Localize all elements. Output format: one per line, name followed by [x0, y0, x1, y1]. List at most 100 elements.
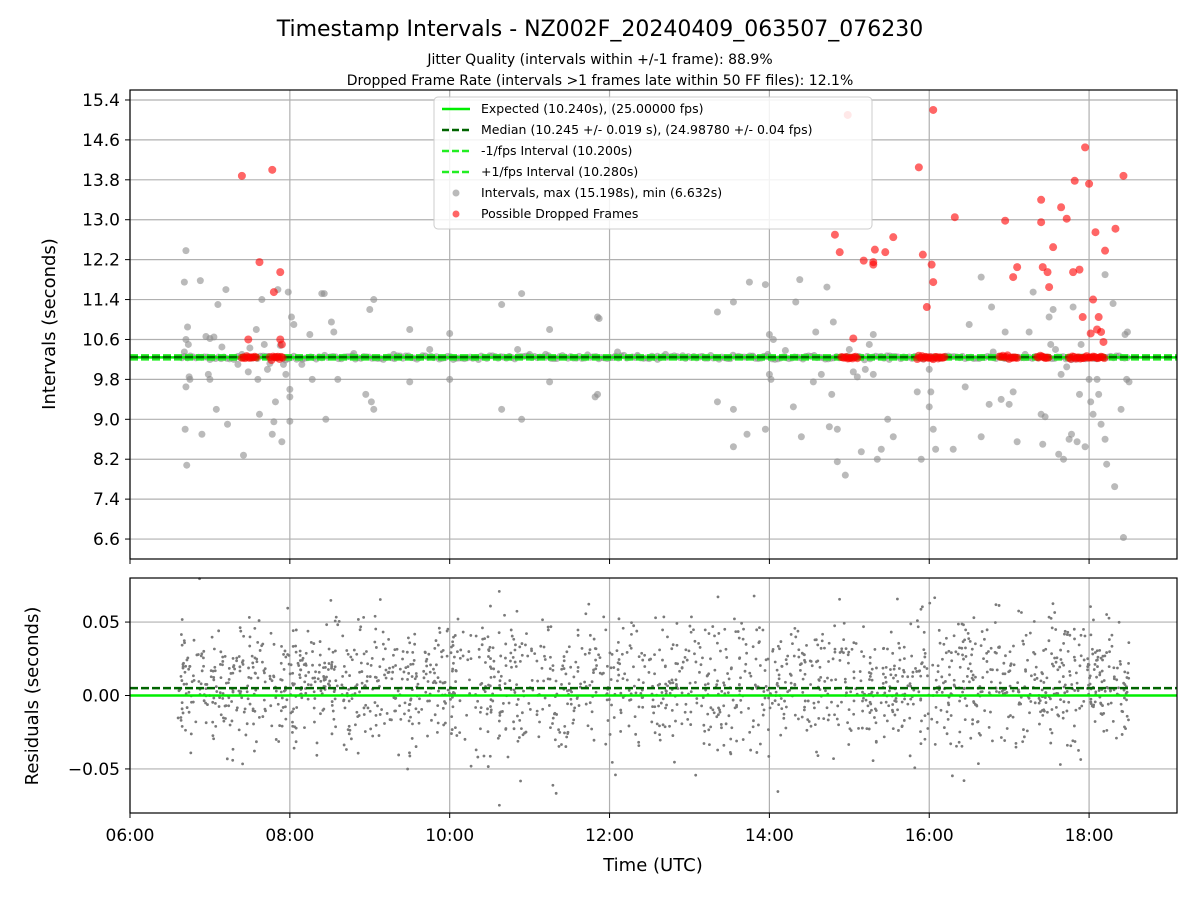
residual-point	[684, 648, 688, 652]
residual-point	[906, 675, 910, 679]
residual-point	[530, 649, 533, 653]
residual-point	[1105, 651, 1109, 654]
residual-point	[1041, 672, 1044, 676]
residual-point	[908, 716, 912, 720]
interval-point	[949, 445, 957, 453]
residual-point	[1101, 658, 1104, 662]
residual-point	[967, 637, 971, 641]
residual-point	[873, 716, 876, 719]
residual-point	[181, 666, 185, 670]
residual-point	[488, 645, 492, 649]
residual-point	[1003, 739, 1007, 742]
residual-point	[247, 666, 250, 670]
residual-point	[615, 649, 619, 653]
residual-point	[803, 705, 806, 709]
residual-point	[993, 621, 997, 624]
residual-point	[555, 713, 559, 716]
residual-point	[515, 683, 519, 687]
residual-point	[311, 663, 314, 667]
residual-point	[1045, 676, 1049, 680]
residuals-y-axis-label: Residuals (seconds)	[22, 607, 43, 786]
residual-point	[1115, 678, 1119, 682]
residual-point	[543, 696, 547, 700]
residual-point	[962, 679, 965, 683]
residual-point	[1058, 665, 1062, 669]
interval-point	[877, 445, 885, 453]
residual-point	[712, 711, 716, 715]
residual-point	[720, 726, 723, 730]
residual-point	[304, 691, 308, 695]
residual-point	[800, 662, 803, 666]
residual-point	[489, 708, 493, 712]
residual-point	[333, 697, 337, 701]
residual-point	[356, 751, 360, 755]
residual-point	[565, 735, 569, 739]
residual-point	[214, 701, 217, 705]
residual-point	[923, 665, 926, 669]
residual-point	[526, 654, 530, 658]
residual-point	[930, 717, 934, 721]
residual-point	[709, 657, 712, 661]
residual-point	[947, 703, 951, 707]
residual-point	[325, 623, 329, 627]
residual-point	[871, 759, 875, 762]
residual-point	[484, 661, 487, 664]
residual-point	[713, 668, 717, 672]
residual-point	[257, 619, 261, 622]
residual-point	[245, 690, 249, 694]
chart-subtitle-dropped: Dropped Frame Rate (intervals >1 frames …	[347, 73, 854, 89]
residual-point	[630, 632, 633, 636]
residual-point	[396, 689, 400, 693]
residual-point	[401, 657, 404, 661]
residual-point	[849, 690, 853, 694]
residual-point	[793, 626, 797, 630]
residual-point	[587, 651, 591, 655]
interval-point	[1085, 375, 1093, 383]
residual-point	[664, 689, 668, 693]
residual-point	[1055, 692, 1058, 695]
residual-point	[336, 623, 340, 627]
residual-point	[801, 677, 805, 681]
residual-point	[384, 676, 388, 680]
residual-point	[722, 683, 726, 687]
residual-point	[653, 672, 656, 676]
interval-point	[514, 345, 522, 353]
residual-point	[282, 667, 286, 671]
residual-point	[605, 664, 609, 668]
residual-point	[182, 661, 185, 665]
residual-point	[418, 697, 421, 701]
residual-point	[488, 754, 492, 758]
residual-point	[629, 698, 633, 702]
residual-point	[387, 637, 391, 641]
residual-point	[698, 670, 701, 674]
interval-point	[809, 378, 817, 386]
residual-point	[902, 645, 906, 649]
residual-point	[535, 713, 539, 717]
residual-point	[658, 648, 661, 652]
residual-point	[971, 722, 974, 726]
residual-point	[770, 701, 774, 705]
residual-point	[513, 691, 517, 694]
residual-point	[542, 645, 546, 649]
residual-point	[184, 728, 187, 732]
residual-point	[454, 668, 458, 672]
residual-point	[898, 646, 901, 650]
residual-point	[563, 725, 567, 728]
residual-point	[522, 689, 525, 693]
residual-point	[657, 704, 660, 708]
residual-point	[312, 642, 316, 645]
legend-box	[433, 96, 873, 230]
residual-point	[486, 730, 490, 734]
residual-point	[1014, 741, 1018, 745]
residual-point	[360, 681, 364, 685]
residual-point	[675, 703, 679, 706]
residual-point	[981, 676, 985, 679]
residual-point	[190, 680, 194, 684]
residual-point	[1079, 633, 1083, 637]
residual-point	[436, 643, 440, 647]
residual-point	[796, 629, 800, 633]
residual-point	[250, 654, 254, 658]
residual-point	[451, 640, 455, 644]
residual-point	[595, 664, 598, 667]
residual-point	[793, 683, 797, 687]
